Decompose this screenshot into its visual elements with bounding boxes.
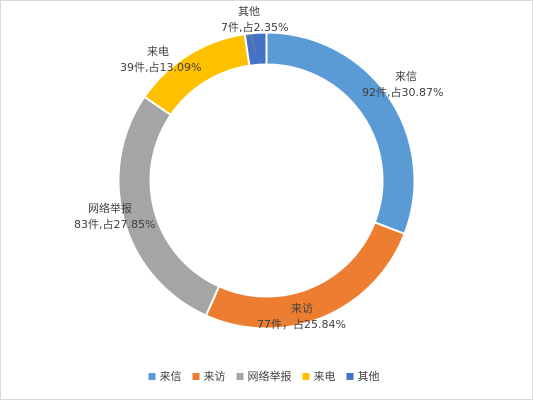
legend-swatch-2 xyxy=(192,373,200,380)
data-label-name-1: 来信 xyxy=(395,70,417,83)
data-label-value-5: 7件,占2.35% xyxy=(221,20,288,34)
legend-label-4: 来电 xyxy=(314,370,336,383)
legend-swatch-3 xyxy=(236,373,244,380)
legend-label-2: 来访 xyxy=(204,370,226,383)
legend-label-5: 其他 xyxy=(358,370,380,383)
data-labels: 来信 92件,占30.87% 来访 77件，占25.84% 网络举报 83件,占27.85… xyxy=(74,5,443,331)
data-label-name-5: 其他 xyxy=(238,5,260,18)
slice-5 xyxy=(243,31,268,67)
leader-lines xyxy=(250,34,257,54)
data-label-value-1: 92件,占30.87% xyxy=(362,85,443,99)
data-label-value-4: 39件,占13.09% xyxy=(120,60,201,74)
data-label-name-4: 来电 xyxy=(147,45,169,58)
slice-1 xyxy=(265,31,416,236)
leader-line-other xyxy=(250,34,257,54)
data-label-value-3: 83件,占27.85% xyxy=(74,217,155,231)
legend-swatch-5 xyxy=(346,373,354,380)
legend: 来信 来访 网络举报 来电 其他 xyxy=(148,369,380,383)
data-label-value-2: 77件，占25.84% xyxy=(257,317,346,331)
legend-label-1: 来信 xyxy=(160,370,182,383)
slice-3 xyxy=(117,95,221,317)
legend-label-3: 网络举报 xyxy=(248,369,292,383)
data-label-name-2: 来访 xyxy=(291,302,313,315)
legend-swatch-1 xyxy=(148,373,156,380)
data-label-name-3: 网络举报 xyxy=(88,201,132,215)
donut-slices xyxy=(117,31,416,330)
legend-swatch-4 xyxy=(302,373,310,380)
